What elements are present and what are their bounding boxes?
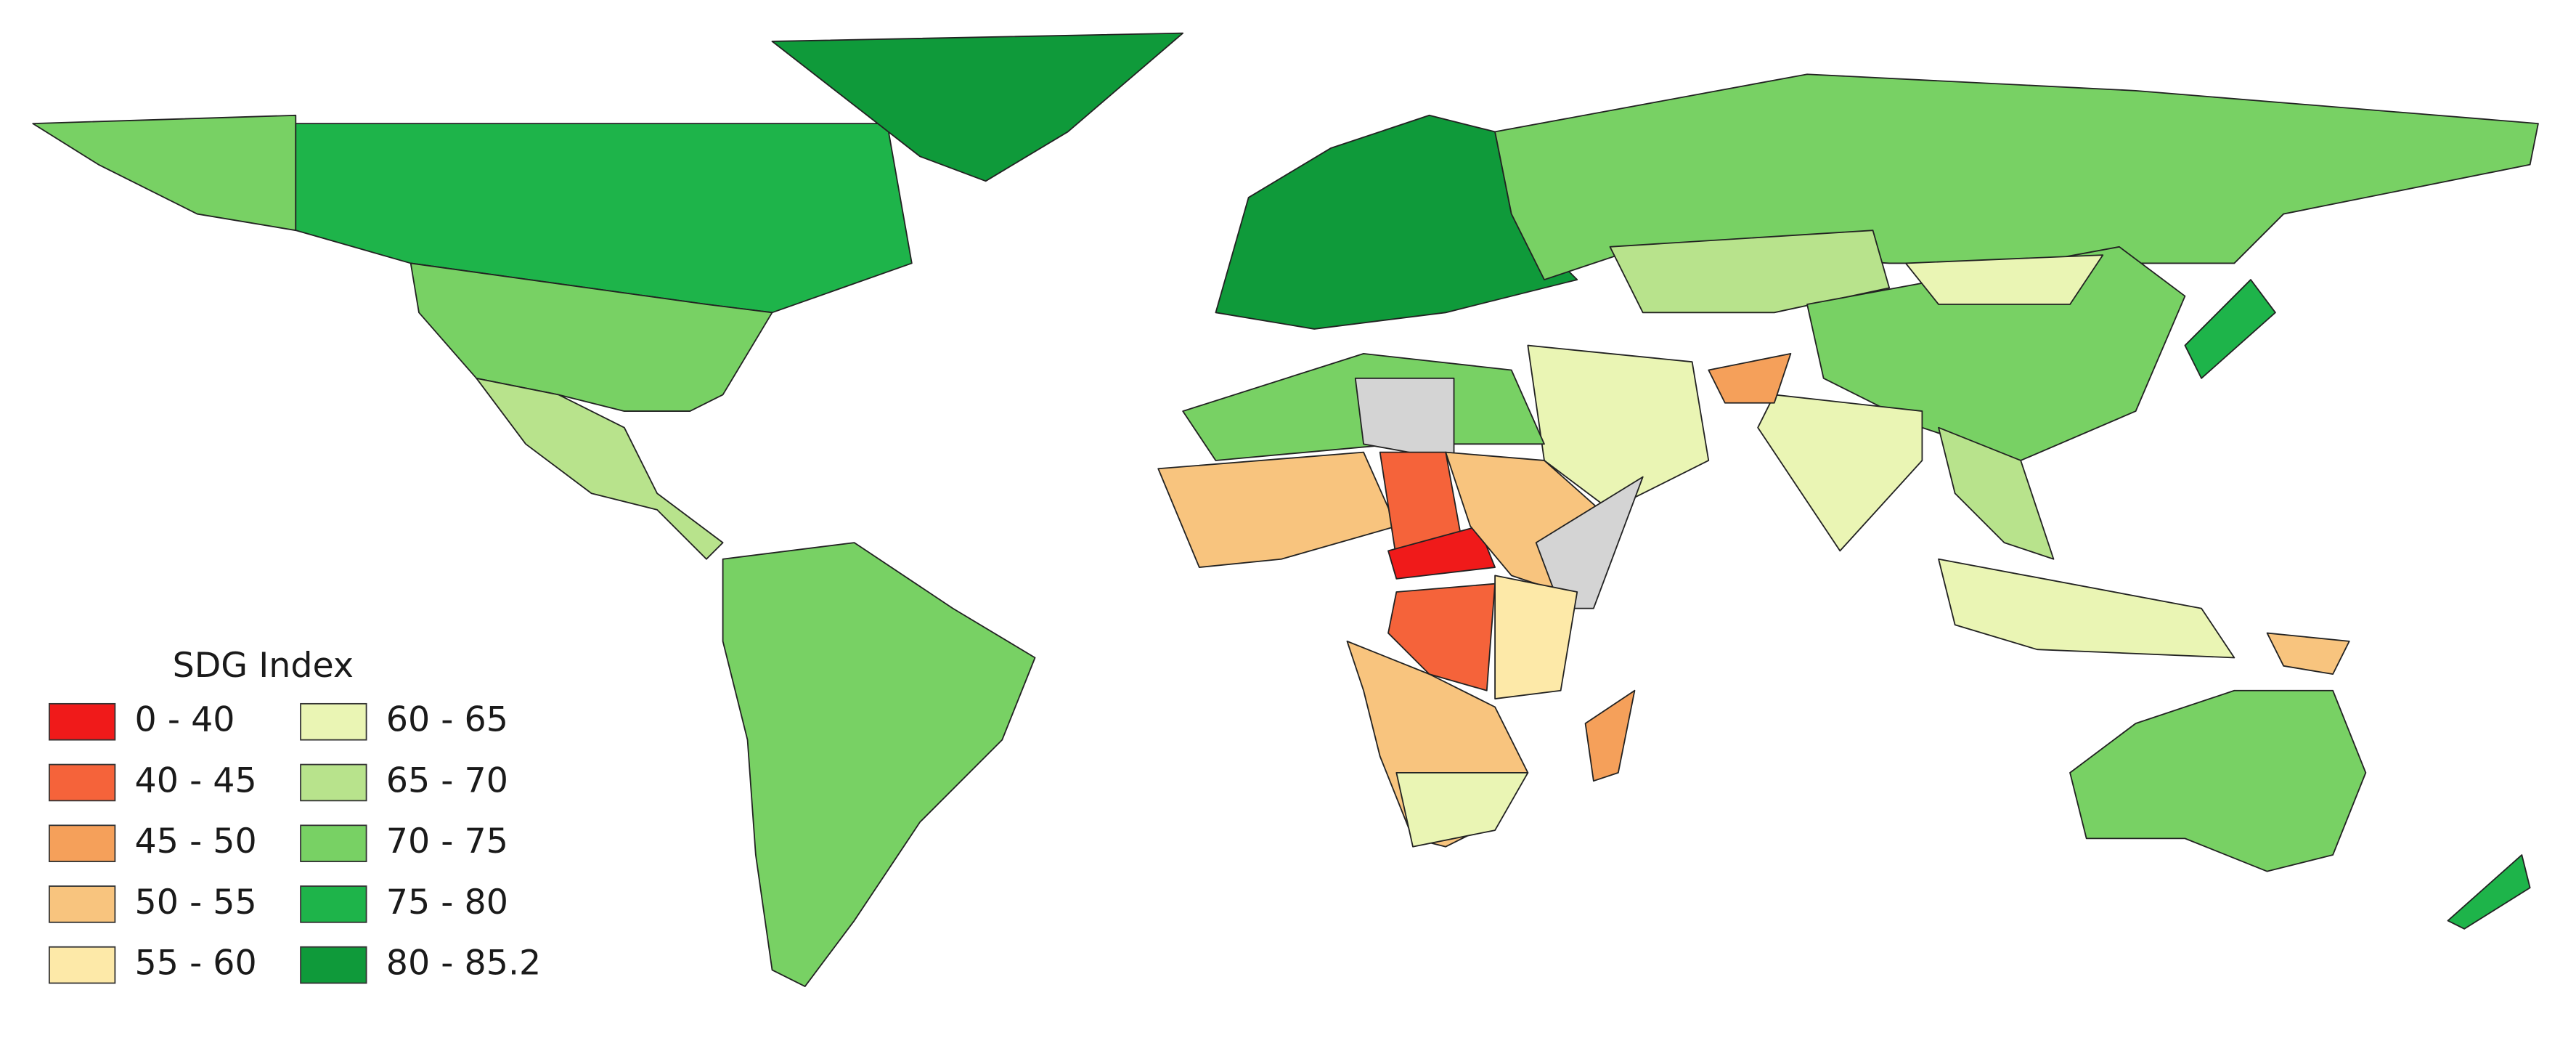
- region: [295, 123, 913, 314]
- legend: 0 - 40 40 - 45 45 - 50 50 - 55 55 - 60 60 - 6…: [48, 700, 542, 984]
- region: [1494, 73, 2539, 280]
- region: [1938, 558, 2235, 659]
- region: [1395, 771, 1529, 848]
- legend-swatch: [48, 702, 116, 741]
- legend-swatch: [300, 763, 367, 802]
- region: [1494, 575, 1578, 699]
- legend-label: 50 - 55: [135, 882, 257, 922]
- region: [409, 262, 773, 412]
- region: [771, 32, 1184, 182]
- region: [2069, 689, 2367, 872]
- region: [2266, 632, 2350, 675]
- region: [1157, 451, 1398, 568]
- region: [2447, 854, 2531, 930]
- region: [476, 377, 724, 560]
- region: [1584, 689, 1636, 782]
- region: [1387, 583, 1496, 691]
- legend-label: 55 - 60: [135, 944, 257, 983]
- legend-title: SDG Index: [173, 646, 354, 686]
- legend-label: 75 - 80: [386, 882, 508, 922]
- map-regions: [32, 32, 2539, 987]
- region: [722, 542, 1036, 987]
- region: [1904, 254, 2104, 305]
- legend-swatch: [48, 763, 116, 802]
- legend-swatch: [300, 702, 367, 741]
- region: [1938, 426, 2055, 560]
- legend-swatch: [300, 946, 367, 984]
- legend-label: 65 - 70: [386, 760, 508, 800]
- region: [32, 114, 297, 232]
- region: [1354, 377, 1455, 461]
- region: [1757, 394, 1923, 552]
- legend-swatch: [48, 946, 116, 984]
- legend-label: 40 - 45: [135, 760, 257, 800]
- legend-label: 60 - 65: [386, 700, 508, 740]
- legend-swatch: [300, 824, 367, 862]
- legend-swatch: [300, 885, 367, 923]
- legend-label: 80 - 85.2: [386, 944, 542, 983]
- region: [1708, 352, 1792, 404]
- region: [1806, 246, 2186, 461]
- legend-label: 70 - 75: [386, 821, 508, 861]
- legend-label: 45 - 50: [135, 821, 257, 861]
- region: [2184, 279, 2276, 379]
- legend-swatch: [48, 885, 116, 923]
- legend-label: 0 - 40: [135, 700, 235, 740]
- legend-swatch: [48, 824, 116, 862]
- region: [1387, 525, 1496, 580]
